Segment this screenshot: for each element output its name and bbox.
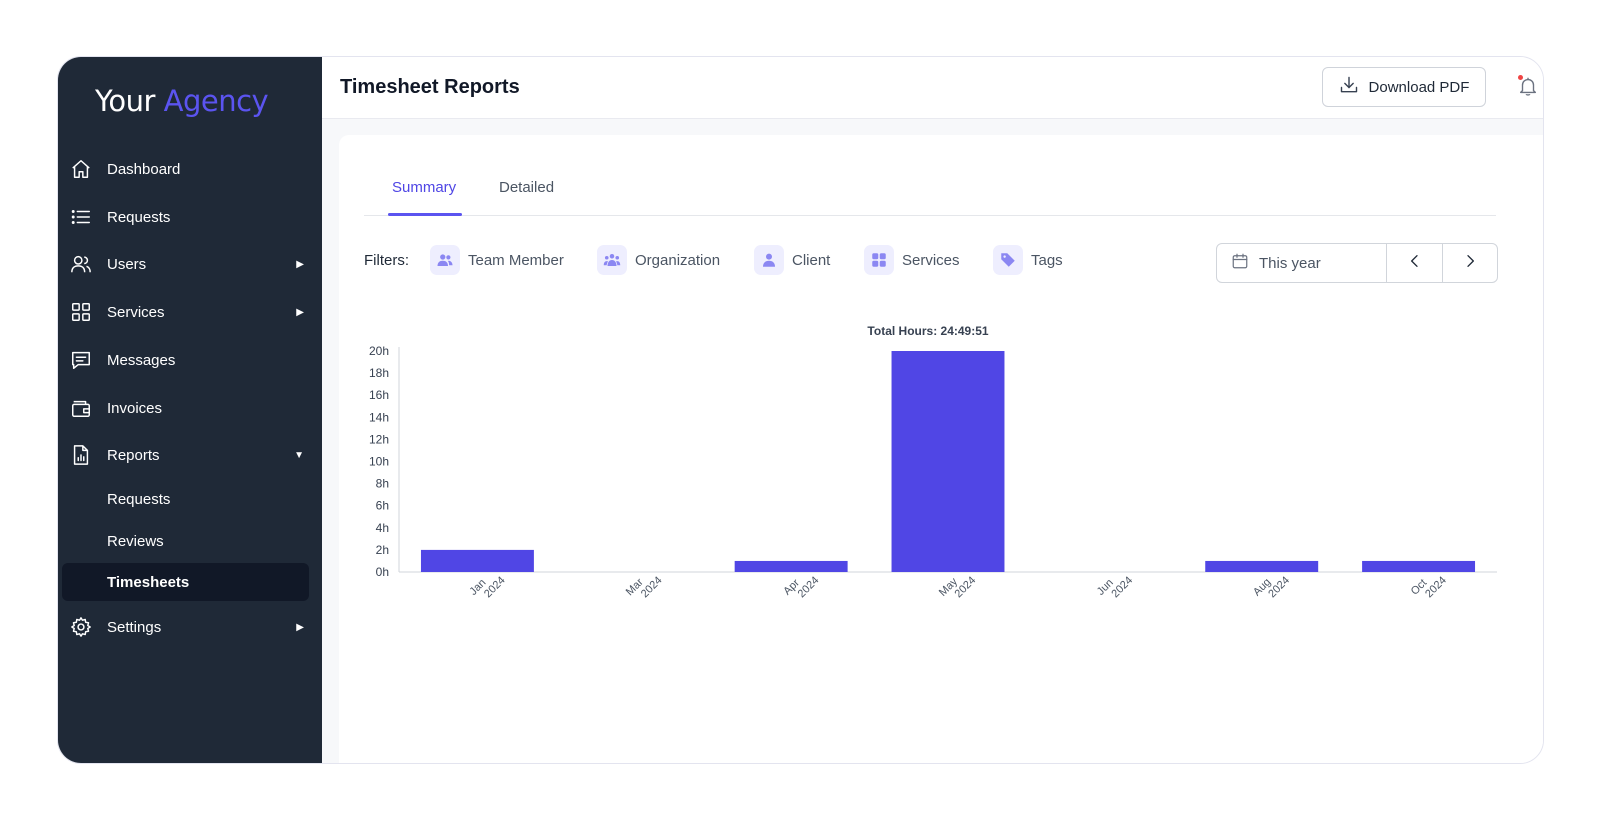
sidebar-item-requests[interactable]: Requests [58, 197, 322, 237]
tab-summary[interactable]: Summary [392, 179, 457, 196]
sidebar-subitem-label: Timesheets [107, 573, 190, 591]
collapse-arrow-icon[interactable]: ▼ [294, 449, 304, 461]
tag-icon [993, 245, 1023, 275]
filter-label: Organization [635, 251, 721, 269]
y-tick-label: 20h [369, 344, 389, 358]
y-tick-label: 14h [369, 410, 389, 424]
filter-services[interactable]: Services [864, 245, 960, 275]
filter-client[interactable]: Client [754, 245, 830, 275]
report-tabs: Summary Detailed [364, 171, 1496, 216]
sidebar-item-reports[interactable]: Reports ▼ [58, 435, 322, 475]
chart-bar [420, 549, 534, 572]
filters-label: Filters: [364, 252, 409, 269]
top-bar: Timesheet Reports Download PDF [322, 57, 1543, 119]
sidebar-subitem-label: Requests [107, 490, 171, 508]
notification-dot [1518, 75, 1523, 80]
message-icon [69, 348, 93, 372]
list-icon [69, 205, 93, 229]
chevron-left-icon [1407, 253, 1423, 274]
sidebar-item-dashboard[interactable]: Dashboard [58, 149, 322, 189]
grid-icon [69, 300, 93, 324]
sidebar-item-services[interactable]: Services ▶ [58, 292, 322, 332]
chart-title: Total Hours: 24:49:51 [867, 324, 988, 338]
services-icon [864, 245, 894, 275]
users-icon [69, 252, 93, 276]
filter-label: Client [792, 251, 831, 269]
filter-tags[interactable]: Tags [993, 245, 1063, 275]
chart-bar [1362, 560, 1476, 572]
sidebar-item-label: Dashboard [107, 160, 181, 178]
tab-detailed[interactable]: Detailed [499, 179, 555, 196]
active-tab-indicator [388, 213, 462, 216]
sidebar-item-label: Reports [107, 446, 160, 464]
gear-icon [69, 615, 93, 639]
report-icon [69, 443, 93, 467]
expand-arrow-icon[interactable]: ▶ [296, 306, 304, 318]
y-tick-label: 6h [376, 499, 389, 513]
filter-label: Tags [1031, 251, 1063, 269]
filter-team-member[interactable]: Team Member [430, 245, 564, 275]
sidebar-item-label: Requests [107, 208, 171, 226]
download-pdf-label: Download PDF [1368, 78, 1470, 96]
sidebar-item-settings[interactable]: Settings ▶ [58, 607, 322, 647]
filter-label: Team Member [468, 251, 564, 269]
calendar-icon [1231, 252, 1249, 274]
sidebar-item-label: Users [107, 255, 147, 273]
report-card: Summary Detailed Filters: Team Member Or… [339, 135, 1543, 763]
download-pdf-button[interactable]: Download PDF [1322, 67, 1486, 107]
filter-organization[interactable]: Organization [597, 245, 720, 275]
client-icon [754, 245, 784, 275]
brand-name-main: Your [95, 84, 155, 118]
date-range-value: This year [1259, 254, 1321, 272]
sidebar-subitem-timesheets[interactable]: Timesheets [62, 563, 309, 601]
y-tick-label: 18h [369, 366, 389, 380]
y-tick-label: 8h [376, 477, 389, 491]
download-icon [1339, 75, 1359, 99]
sidebar-subitem-requests[interactable]: Requests [58, 481, 322, 517]
filter-label: Services [902, 251, 960, 269]
home-icon [69, 157, 93, 181]
chart-bar [734, 560, 848, 572]
y-tick-label: 12h [369, 432, 389, 446]
next-period-button[interactable] [1442, 244, 1497, 282]
y-tick-label: 0h [376, 565, 389, 579]
chevron-right-icon [1462, 253, 1478, 274]
sidebar-item-label: Services [107, 303, 165, 321]
filters-bar: Filters: Team Member Organization [364, 243, 1498, 283]
y-tick-label: 2h [376, 543, 389, 557]
sidebar-item-users[interactable]: Users ▶ [58, 244, 322, 284]
sidebar-item-label: Invoices [107, 399, 163, 417]
app-window: Your Agency Dashboard Requests User [57, 56, 1544, 764]
y-tick-label: 16h [369, 388, 389, 402]
timesheet-bar-chart: Total Hours: 24:49:51 0h 2h 4h 6h 8h 10h 12h 14h… [369, 324, 1497, 600]
sidebar-subitem-label: Reviews [107, 532, 164, 550]
sidebar-item-label: Messages [107, 351, 176, 369]
y-tick-label: 4h [376, 521, 389, 535]
expand-arrow-icon[interactable]: ▶ [296, 621, 304, 633]
organization-icon [597, 245, 627, 275]
notification-bell-icon[interactable] [1517, 75, 1539, 97]
main-content: Timesheet Reports Download PDF Summary D… [322, 57, 1543, 763]
previous-period-button[interactable] [1387, 244, 1442, 282]
sidebar-item-messages[interactable]: Messages [58, 340, 322, 380]
wallet-icon [69, 396, 93, 420]
sidebar-item-invoices[interactable]: Invoices [58, 388, 322, 428]
y-tick-label: 10h [369, 455, 389, 469]
sidebar-subitem-reviews[interactable]: Reviews [58, 523, 322, 559]
date-range-picker: This year [1216, 243, 1498, 283]
sidebar: Your Agency Dashboard Requests User [58, 57, 322, 763]
sidebar-item-label: Settings [107, 618, 162, 636]
chart-bar [1205, 560, 1319, 572]
page-title: Timesheet Reports [340, 76, 520, 98]
brand-logo[interactable]: Your Agency [95, 84, 269, 118]
brand-name-accent: Agency [163, 84, 269, 118]
team-icon [430, 245, 460, 275]
date-range-field[interactable]: This year [1217, 244, 1388, 282]
chart-bar [891, 351, 1005, 572]
expand-arrow-icon[interactable]: ▶ [296, 258, 304, 270]
